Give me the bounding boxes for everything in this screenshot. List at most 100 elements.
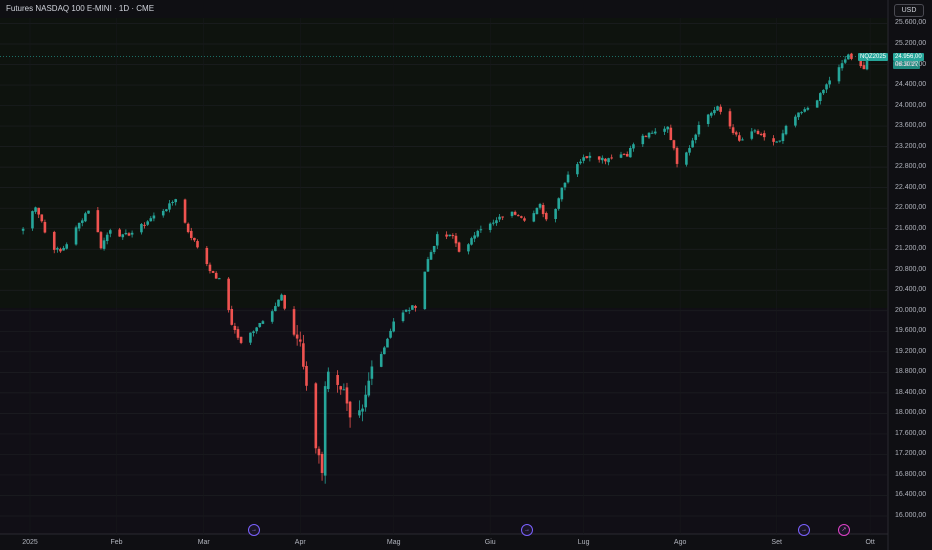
candle-body (731, 127, 735, 133)
candle-body (784, 125, 788, 135)
arrow-up-right-circle-icon[interactable]: ↗ (838, 524, 850, 536)
candle-body (152, 215, 156, 219)
candle-body (510, 211, 514, 216)
arrow-right-circle-icon[interactable]: → (521, 524, 533, 536)
candle-body (806, 107, 810, 110)
candle-body (632, 144, 635, 149)
x-tick-label: Mag (386, 539, 401, 546)
candle-body (292, 309, 296, 335)
candle-body (77, 222, 81, 229)
y-tick-label: 18.400,00 (895, 388, 927, 396)
candle-body (753, 130, 757, 132)
candle-body (710, 112, 713, 116)
candle-body (822, 89, 825, 94)
candle-body (407, 310, 411, 312)
candle-body (669, 127, 673, 141)
candle-body (236, 329, 240, 338)
candle-body (364, 394, 367, 408)
candle-body (697, 124, 701, 135)
candle-body (538, 204, 542, 208)
candle-body (597, 156, 601, 160)
candle-body (121, 234, 125, 238)
candle-body (691, 140, 694, 148)
candle-body (513, 211, 517, 215)
candle-body (358, 410, 361, 416)
candle-body (336, 375, 339, 385)
candle-body (189, 230, 193, 238)
candle-body (850, 53, 853, 59)
candle-body (544, 213, 548, 220)
y-tick-label: 16.800,00 (895, 470, 927, 478)
candle-body (143, 224, 146, 226)
candle-body (566, 174, 570, 183)
candle-body (541, 204, 545, 215)
candle-body (149, 218, 153, 222)
candle-body (601, 157, 604, 161)
candle-body (389, 330, 392, 338)
currency-button[interactable]: USD (894, 4, 924, 17)
candle-body (314, 383, 318, 449)
candle-body (404, 309, 408, 312)
candle-body (445, 234, 448, 237)
y-tick-label: 23.200,00 (895, 142, 927, 150)
candle-body (274, 306, 277, 312)
candle-body (476, 230, 480, 237)
candle-body (80, 220, 84, 223)
candle-body (653, 131, 657, 134)
candle-body (127, 233, 131, 236)
y-tick-label: 16.400,00 (895, 491, 927, 499)
y-tick-label: 19.600,00 (895, 327, 927, 335)
candle-body (208, 264, 212, 272)
candle-body (557, 198, 561, 209)
candle-body (205, 247, 209, 265)
x-tick-label: Apr (294, 539, 306, 546)
candle-body (794, 116, 797, 126)
candle-body (105, 234, 109, 242)
candle-body (317, 448, 321, 456)
candle-body (467, 244, 470, 252)
candle-body (719, 106, 722, 112)
candle-body (109, 230, 112, 234)
candle-body (576, 164, 579, 175)
arrow-right-circle-icon[interactable]: → (248, 524, 260, 536)
x-tick-label: Lug (577, 539, 590, 546)
candle-body (323, 386, 327, 476)
candle-body (516, 215, 520, 217)
candle-body (563, 182, 567, 188)
candle-body (165, 209, 168, 212)
candle-body (348, 401, 352, 418)
candle-body (196, 241, 199, 248)
candle-body (168, 203, 171, 210)
candle-body (803, 109, 807, 112)
candle-body (454, 235, 458, 244)
candle-body (448, 234, 452, 237)
candle-body (520, 216, 523, 218)
candle-body (865, 57, 869, 70)
candle-body (470, 238, 473, 245)
y-tick-label: 20.400,00 (895, 286, 927, 294)
y-tick-label: 24.400,00 (895, 81, 927, 89)
candle-body (40, 214, 44, 222)
candle-body (392, 321, 395, 332)
candle-body (672, 140, 676, 149)
candle-body (532, 213, 536, 222)
candle-body (193, 237, 196, 241)
x-tick-label: Set (771, 539, 782, 546)
chart-title: Futures NASDAQ 100 E-MINI · 1D · CME (6, 4, 155, 13)
candle-body (270, 311, 274, 322)
y-tick-label: 24.800,00 (895, 60, 927, 68)
candle-body (759, 134, 763, 136)
x-tick-label: Feb (110, 539, 123, 546)
y-tick-label: 24.000,00 (895, 101, 927, 109)
candle-body (498, 216, 501, 220)
candle-body (560, 187, 564, 200)
candle-body (99, 232, 103, 249)
candle-body (728, 111, 732, 127)
candle-body (280, 294, 283, 301)
arrow-right-circle-icon[interactable]: → (798, 524, 810, 536)
candle-body (716, 106, 719, 111)
candle-body (305, 365, 308, 386)
y-tick-label: 21.200,00 (895, 245, 927, 253)
y-tick-label: 16.000,00 (895, 512, 927, 519)
